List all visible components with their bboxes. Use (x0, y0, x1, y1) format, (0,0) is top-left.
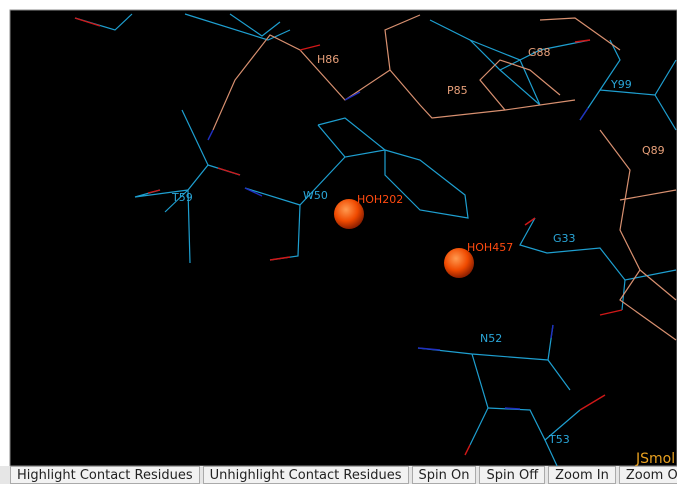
residue-label: Q89 (642, 144, 665, 157)
residue-label: G33 (553, 232, 576, 245)
residue-label: P85 (447, 84, 468, 97)
highlight-button[interactable]: Highlight Contact Residues (10, 466, 200, 484)
residue-label: T59 (171, 191, 193, 204)
unhighlight-button[interactable]: Unhighlight Contact Residues (203, 466, 409, 484)
water-label: HOH202 (357, 193, 403, 206)
water-label: HOH457 (467, 241, 513, 254)
residue-label: Y99 (610, 78, 632, 91)
residue-label: N52 (480, 332, 502, 345)
page: H86 G88 P85 Y99 Q89 T59 W50 HOH202 HOH45… (0, 0, 677, 484)
logo: JSmol (635, 451, 675, 466)
molecule-viewer: H86 G88 P85 Y99 Q89 T59 W50 HOH202 HOH45… (0, 0, 677, 466)
zoom-in-button[interactable]: Zoom In (548, 466, 616, 484)
residue-label: G88 (528, 46, 551, 59)
viewport (10, 10, 677, 466)
spin-on-button[interactable]: Spin On (412, 466, 477, 484)
residue-label: W50 (303, 189, 328, 202)
button-bar: Highlight Contact Residues Unhighlight C… (0, 466, 677, 484)
residue-label: T53 (548, 433, 570, 446)
spin-off-button[interactable]: Spin Off (479, 466, 545, 484)
residue-label: H86 (317, 53, 339, 66)
zoom-out-button[interactable]: Zoom Out (619, 466, 677, 484)
